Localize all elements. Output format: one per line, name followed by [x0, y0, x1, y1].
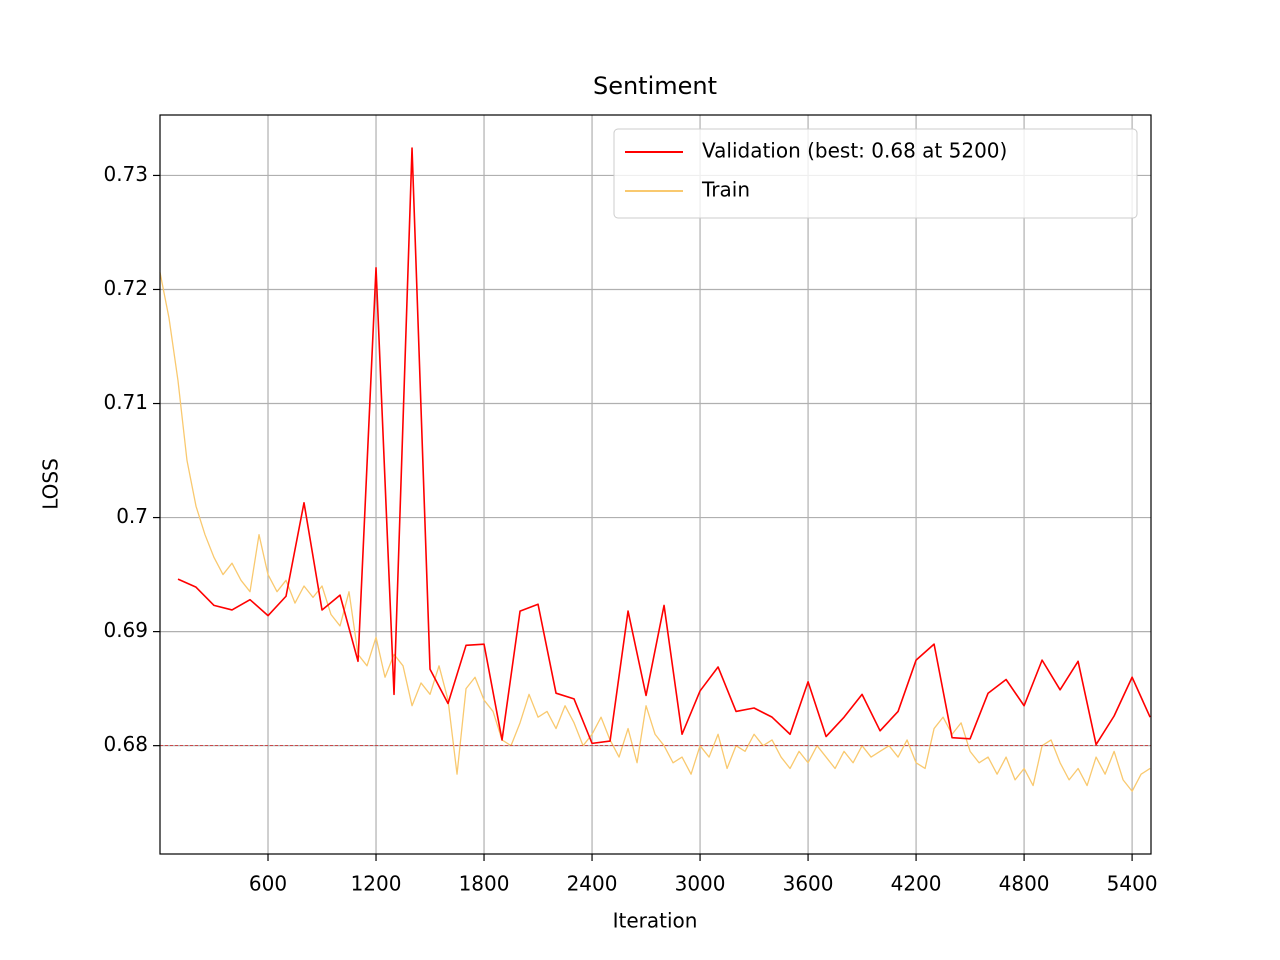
x-axis-label: Iteration: [613, 909, 698, 933]
x-tick-label: 1800: [459, 872, 510, 896]
legend: Validation (best: 0.68 at 5200) Train: [613, 128, 1138, 219]
axes-frame: [159, 114, 1152, 855]
x-tick-label: 1200: [351, 872, 402, 896]
series-line: [159, 272, 1151, 792]
y-tick-label: 0.73: [103, 162, 148, 186]
x-tick-label: 2400: [567, 872, 618, 896]
y-tick-label: 0.7: [116, 504, 148, 528]
y-tick-label: 0.68: [103, 732, 148, 756]
legend-label: Validation (best: 0.68 at 5200): [702, 139, 1007, 163]
y-axis-label: LOSS: [39, 458, 63, 510]
y-tick-label: 0.72: [103, 276, 148, 300]
legend-label: Train: [701, 178, 750, 202]
x-tick-label: 3600: [783, 872, 834, 896]
y-tick-label: 0.71: [103, 390, 148, 414]
chart-title: Sentiment: [593, 72, 717, 100]
x-tick-label: 3000: [675, 872, 726, 896]
legend-box: [613, 128, 1138, 219]
plot-area: [159, 147, 1151, 792]
x-tick-label: 4200: [891, 872, 942, 896]
series-line: [177, 147, 1151, 746]
x-tick-label: 4800: [999, 872, 1050, 896]
x-tick-label: 600: [249, 872, 287, 896]
y-tick-label: 0.69: [103, 618, 148, 642]
x-tick-label: 5400: [1107, 872, 1158, 896]
